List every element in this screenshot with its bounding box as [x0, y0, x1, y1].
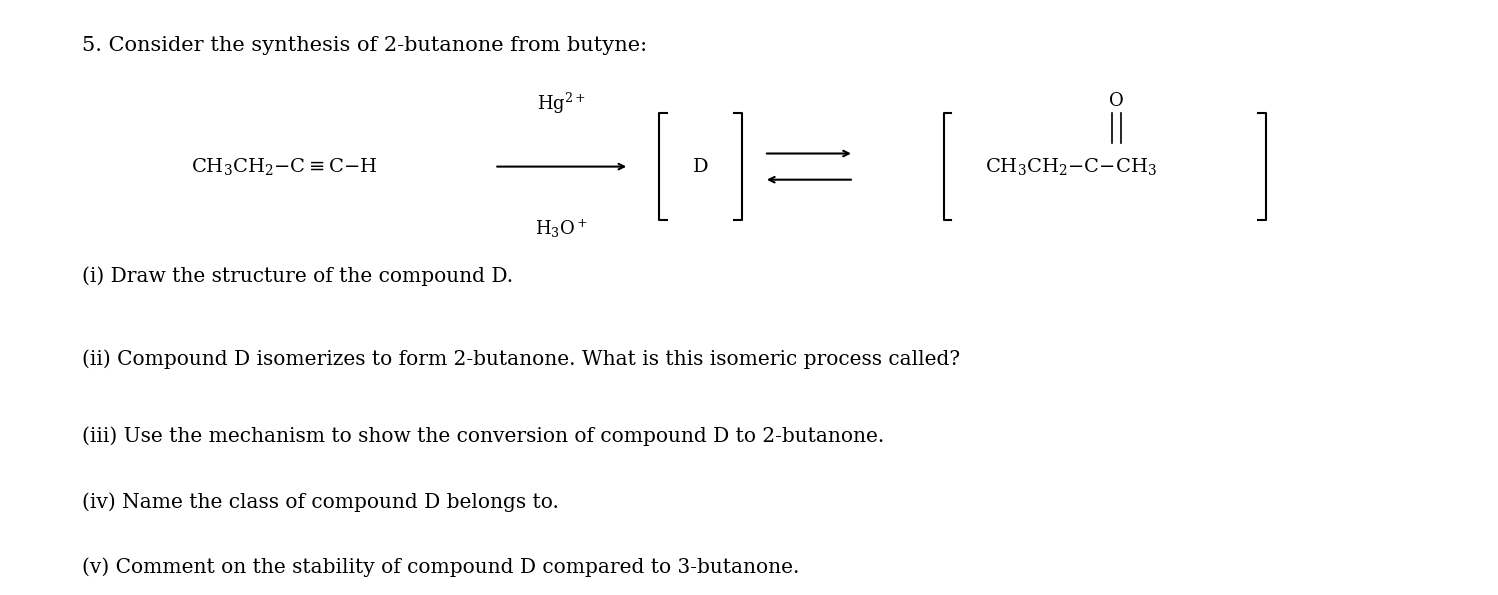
Text: D: D: [692, 158, 709, 176]
Text: (i) Draw the structure of the compound D.: (i) Draw the structure of the compound D…: [82, 266, 514, 286]
Text: (v) Comment on the stability of compound D compared to 3-butanone.: (v) Comment on the stability of compound…: [82, 558, 800, 577]
Text: O: O: [1109, 92, 1124, 110]
Text: (iv) Name the class of compound D belongs to.: (iv) Name the class of compound D belong…: [82, 492, 559, 512]
Text: CH$_3$CH$_2$$-$C$-$CH$_3$: CH$_3$CH$_2$$-$C$-$CH$_3$: [986, 156, 1156, 177]
Text: (ii) Compound D isomerizes to form 2-butanone. What is this isomeric process cal: (ii) Compound D isomerizes to form 2-but…: [82, 349, 960, 369]
Text: 5. Consider the synthesis of 2-butanone from butyne:: 5. Consider the synthesis of 2-butanone …: [82, 36, 647, 55]
Text: H$_3$O$^+$: H$_3$O$^+$: [535, 217, 589, 240]
Text: Hg$^{2+}$: Hg$^{2+}$: [538, 91, 586, 116]
Text: CH$_3$CH$_2$$-$C$\equiv$C$-$H: CH$_3$CH$_2$$-$C$\equiv$C$-$H: [192, 156, 377, 177]
Text: (iii) Use the mechanism to show the conversion of compound D to 2-butanone.: (iii) Use the mechanism to show the conv…: [82, 427, 885, 446]
